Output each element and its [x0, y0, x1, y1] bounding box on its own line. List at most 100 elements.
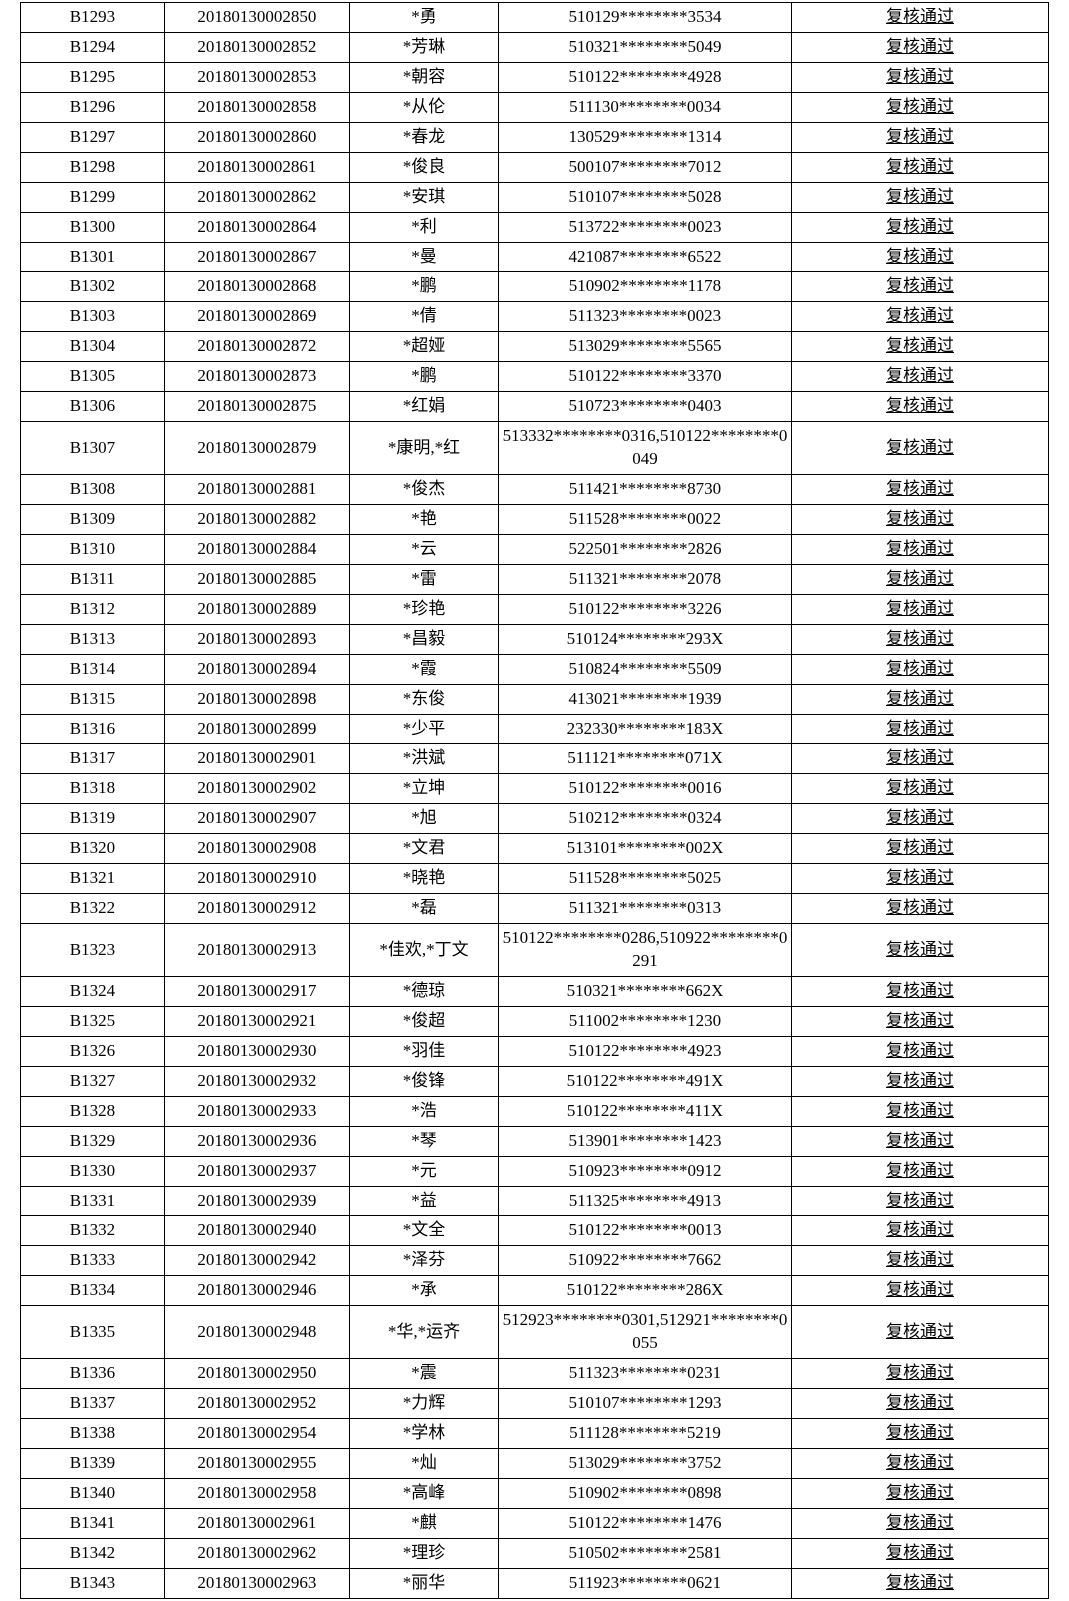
- cell-name: *文君: [349, 834, 498, 864]
- table-row: B131320180130002893*昌毅510124********293X…: [21, 624, 1049, 654]
- cell-serial: 20180130002894: [164, 654, 349, 684]
- cell-idno: 511323********0023: [498, 302, 791, 332]
- cell-id: B1318: [21, 774, 165, 804]
- cell-idno: 510902********1178: [498, 272, 791, 302]
- cell-name: *朝容: [349, 62, 498, 92]
- table-row: B129620180130002858*从伦511130********0034…: [21, 92, 1049, 122]
- cell-id: B1308: [21, 475, 165, 505]
- cell-serial: 20180130002963: [164, 1568, 349, 1598]
- cell-idno: 413021********1939: [498, 684, 791, 714]
- cell-idno: 511528********5025: [498, 864, 791, 894]
- cell-idno: 510212********0324: [498, 804, 791, 834]
- cell-name: *云: [349, 534, 498, 564]
- cell-name: *麒: [349, 1508, 498, 1538]
- cell-id: B1302: [21, 272, 165, 302]
- cell-status: 复核通过: [791, 32, 1048, 62]
- cell-serial: 20180130002853: [164, 62, 349, 92]
- table-row: B133720180130002952*力辉510107********1293…: [21, 1389, 1049, 1419]
- cell-serial: 20180130002893: [164, 624, 349, 654]
- table-row: B129320180130002850*勇510129********3534复…: [21, 3, 1049, 33]
- table-row: B130820180130002881*俊杰511421********8730…: [21, 475, 1049, 505]
- cell-id: B1320: [21, 834, 165, 864]
- cell-serial: 20180130002864: [164, 212, 349, 242]
- cell-id: B1331: [21, 1186, 165, 1216]
- table-row: B130320180130002869*倩511323********0023复…: [21, 302, 1049, 332]
- cell-status: 复核通过: [791, 1389, 1048, 1419]
- cell-name: *理珍: [349, 1538, 498, 1568]
- cell-idno: 510923********0912: [498, 1156, 791, 1186]
- cell-idno: 510502********2581: [498, 1538, 791, 1568]
- cell-idno: 510122********1476: [498, 1508, 791, 1538]
- cell-id: B1306: [21, 392, 165, 422]
- cell-serial: 20180130002861: [164, 152, 349, 182]
- cell-serial: 20180130002858: [164, 92, 349, 122]
- cell-serial: 20180130002921: [164, 1006, 349, 1036]
- cell-status: 复核通过: [791, 834, 1048, 864]
- records-table: B129320180130002850*勇510129********3534复…: [20, 2, 1049, 1599]
- cell-idno: 522501********2826: [498, 534, 791, 564]
- table-row: B131120180130002885*雷511321********2078复…: [21, 564, 1049, 594]
- cell-serial: 20180130002885: [164, 564, 349, 594]
- cell-idno: 511421********8730: [498, 475, 791, 505]
- cell-idno: 511528********0022: [498, 504, 791, 534]
- table-row: B131820180130002902*立坤510122********0016…: [21, 774, 1049, 804]
- cell-name: *德琼: [349, 976, 498, 1006]
- table-row: B130120180130002867*曼421087********6522复…: [21, 242, 1049, 272]
- cell-serial: 20180130002962: [164, 1538, 349, 1568]
- cell-id: B1300: [21, 212, 165, 242]
- cell-status: 复核通过: [791, 1186, 1048, 1216]
- cell-serial: 20180130002913: [164, 924, 349, 977]
- cell-serial: 20180130002872: [164, 332, 349, 362]
- cell-idno: 510122********3370: [498, 362, 791, 392]
- cell-serial: 20180130002936: [164, 1126, 349, 1156]
- cell-name: *鹏: [349, 362, 498, 392]
- cell-status: 复核通过: [791, 684, 1048, 714]
- cell-id: B1332: [21, 1216, 165, 1246]
- table-row: B133020180130002937*元510923********0912复…: [21, 1156, 1049, 1186]
- table-row: B129720180130002860*春龙130529********1314…: [21, 122, 1049, 152]
- cell-name: *超娅: [349, 332, 498, 362]
- cell-idno: 510723********0403: [498, 392, 791, 422]
- cell-idno: 500107********7012: [498, 152, 791, 182]
- cell-id: B1340: [21, 1478, 165, 1508]
- cell-name: *勇: [349, 3, 498, 33]
- cell-name: *红娟: [349, 392, 498, 422]
- table-row: B132120180130002910*晓艳511528********5025…: [21, 864, 1049, 894]
- cell-name: *益: [349, 1186, 498, 1216]
- cell-status: 复核通过: [791, 212, 1048, 242]
- table-row: B133120180130002939*益511325********4913复…: [21, 1186, 1049, 1216]
- cell-id: B1316: [21, 714, 165, 744]
- cell-serial: 20180130002862: [164, 182, 349, 212]
- cell-status: 复核通过: [791, 1276, 1048, 1306]
- cell-name: *学林: [349, 1419, 498, 1449]
- cell-id: B1319: [21, 804, 165, 834]
- cell-idno: 511128********5219: [498, 1419, 791, 1449]
- cell-name: *俊超: [349, 1006, 498, 1036]
- cell-status: 复核通过: [791, 1538, 1048, 1568]
- table-row: B134320180130002963*丽华511923********0621…: [21, 1568, 1049, 1598]
- cell-id: B1337: [21, 1389, 165, 1419]
- cell-status: 复核通过: [791, 122, 1048, 152]
- cell-idno: 232330********183X: [498, 714, 791, 744]
- cell-id: B1309: [21, 504, 165, 534]
- cell-status: 复核通过: [791, 302, 1048, 332]
- cell-idno: 510124********293X: [498, 624, 791, 654]
- table-row: B132220180130002912*磊511321********0313复…: [21, 894, 1049, 924]
- cell-serial: 20180130002940: [164, 1216, 349, 1246]
- cell-id: B1333: [21, 1246, 165, 1276]
- table-row: B133920180130002955*灿513029********3752复…: [21, 1448, 1049, 1478]
- cell-serial: 20180130002910: [164, 864, 349, 894]
- cell-name: *磊: [349, 894, 498, 924]
- cell-idno: 511321********0313: [498, 894, 791, 924]
- table-row: B131920180130002907*旭510212********0324复…: [21, 804, 1049, 834]
- cell-status: 复核通过: [791, 1036, 1048, 1066]
- cell-idno: 510122********3226: [498, 594, 791, 624]
- cell-serial: 20180130002952: [164, 1389, 349, 1419]
- cell-name: *元: [349, 1156, 498, 1186]
- cell-id: B1305: [21, 362, 165, 392]
- table-row: B132320180130002913*佳欢,*丁文510122********…: [21, 924, 1049, 977]
- cell-status: 复核通过: [791, 1508, 1048, 1538]
- cell-serial: 20180130002899: [164, 714, 349, 744]
- cell-idno: 513101********002X: [498, 834, 791, 864]
- cell-status: 复核通过: [791, 1306, 1048, 1359]
